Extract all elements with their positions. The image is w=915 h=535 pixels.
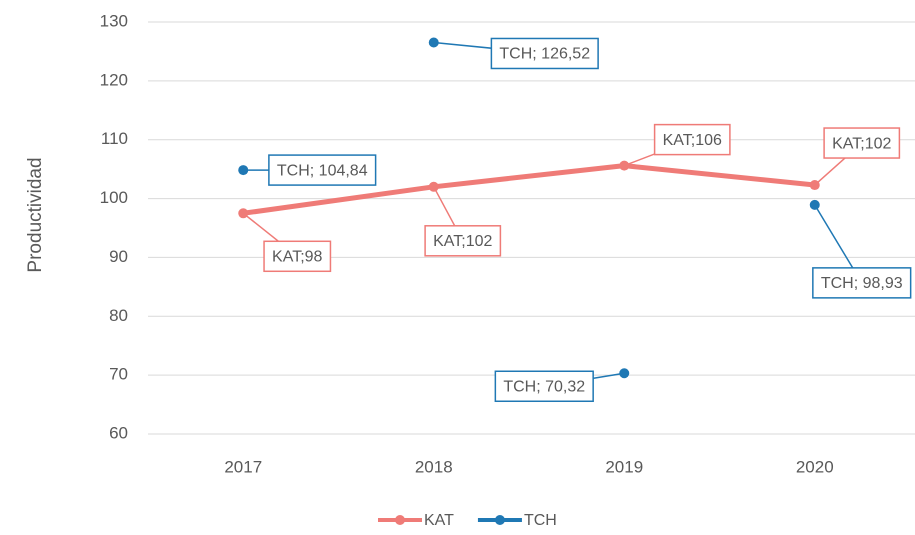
y-tick-label: 90 [109,247,128,266]
x-tick-label: 2020 [796,457,834,476]
legend-label: TCH [524,512,557,529]
label-box [268,154,377,186]
x-tick-label: 2019 [605,457,643,476]
data-label: TCH; 98,93 [812,267,912,299]
label-box [653,123,731,156]
y-tick-label: 80 [109,306,128,325]
legend-marker [395,515,405,525]
data-label: KAT;102 [823,127,901,159]
data-label-text: KAT;102 [433,233,492,250]
data-label-text: TCH; 126,52 [499,46,590,63]
y-tick-label: 70 [109,365,128,384]
data-label: KAT;98 [263,240,332,273]
data-label-text: KAT;98 [272,249,323,266]
point [428,181,439,192]
label-box [263,240,332,273]
point [619,160,630,171]
series-line [242,163,816,216]
y-axis-title: Productividad [25,157,46,272]
x-tick-label: 2018 [415,457,453,476]
point [809,199,820,210]
label-box [812,267,912,299]
legend-marker [494,515,505,525]
point [238,208,249,219]
label-box [823,127,901,159]
y-tick-label: 120 [100,70,128,89]
legend-label: KAT [424,512,454,529]
label-box [494,370,594,403]
data-label: TCH; 104,84 [268,154,377,186]
data-label: KAT;106 [653,123,731,156]
y-tick-label: 60 [109,423,128,442]
point [238,165,249,176]
point [428,37,439,48]
point [809,180,820,191]
x-tick-label: 2017 [224,457,262,476]
y-tick-label: 110 [101,129,128,148]
data-labels: KAT;98 KAT;102 KAT;106 KAT;102 TCH; 104,84 TC… [242,37,912,403]
data-label-text: TCH; 70,32 [503,378,585,395]
data-label-text: KAT;102 [832,135,891,152]
label-box [490,37,599,70]
data-label: TCH; 70,32 [494,370,594,403]
data-label-text: TCH; 104,84 [277,162,368,179]
label-box [424,225,502,257]
y-tick-label: 130 [100,11,128,30]
data-label-text: TCH; 98,93 [821,275,903,292]
data-label-text: KAT;106 [663,132,722,149]
y-tick-label: 100 [100,188,128,207]
point [619,368,630,379]
data-label: KAT;102 [424,225,502,257]
data-label: TCH; 126,52 [490,37,599,70]
